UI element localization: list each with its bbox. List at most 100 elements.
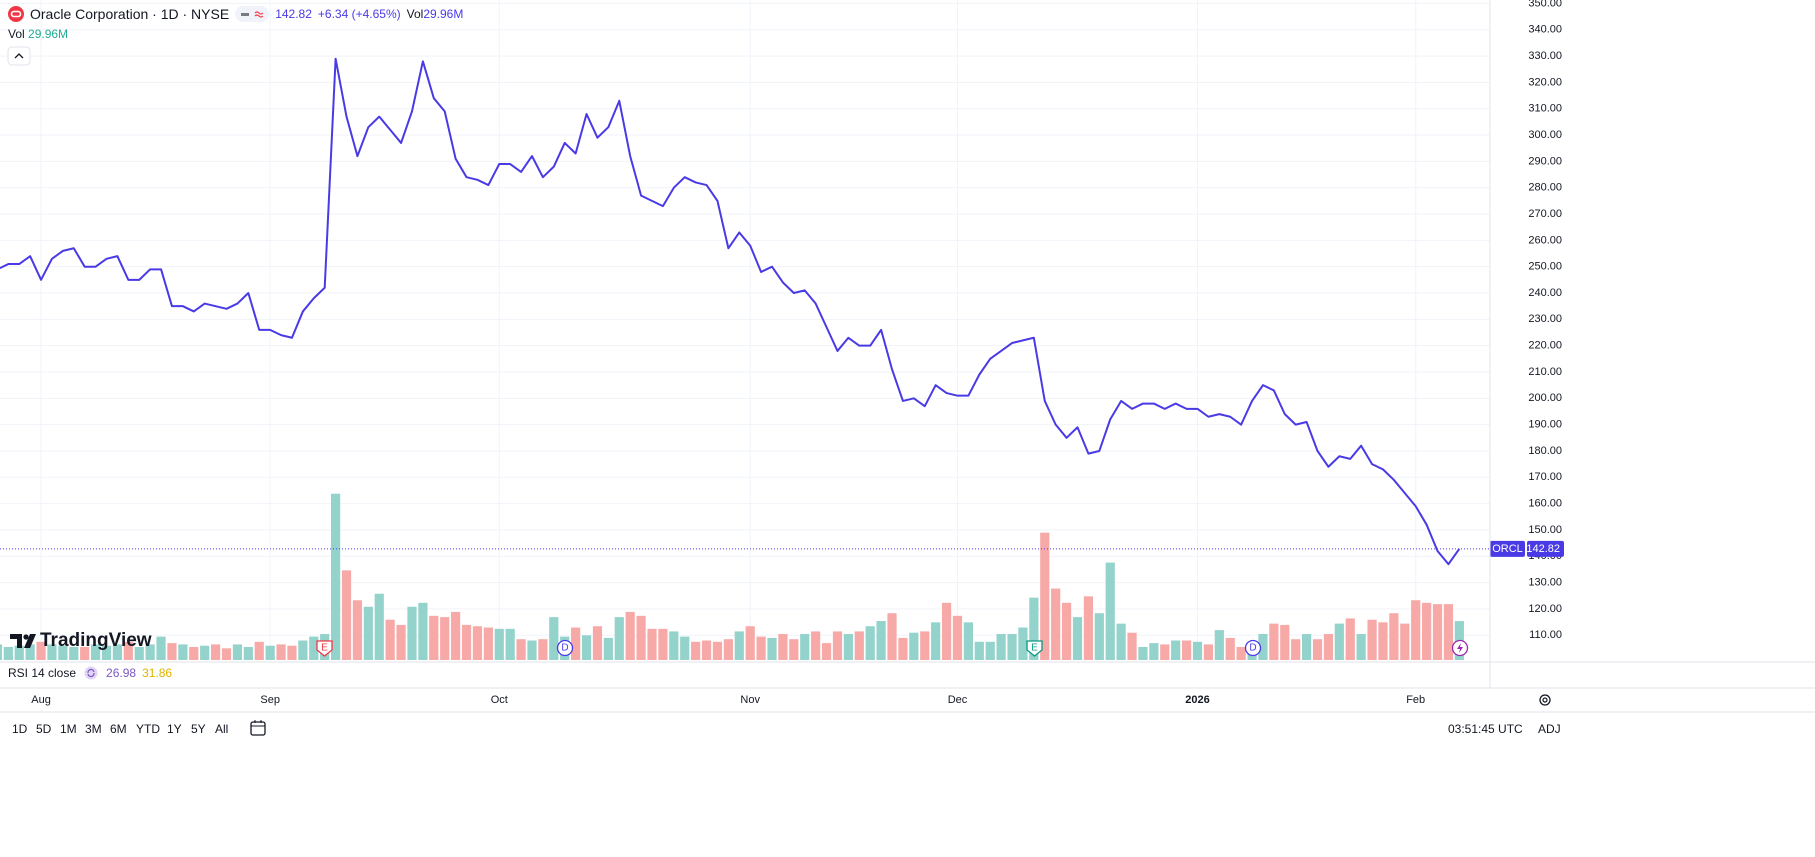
range-button[interactable]: 5Y: [191, 722, 206, 736]
volume-bar: [451, 611, 461, 660]
volume-bar: [0, 644, 2, 660]
y-tick-label: 110.00: [1529, 629, 1562, 641]
range-button[interactable]: 1M: [60, 722, 77, 736]
event-marker[interactable]: E: [1026, 640, 1043, 657]
volume-bar: [352, 600, 363, 660]
volume-bar: [963, 622, 973, 660]
volume-bar: [821, 643, 832, 660]
y-tick-label: 170.00: [1528, 471, 1562, 483]
volume-bar: [156, 636, 166, 660]
volume-bar: [931, 622, 941, 660]
volume-bar: [1072, 617, 1083, 660]
volume-bar: [1400, 623, 1410, 660]
range-button[interactable]: YTD: [136, 722, 160, 736]
volume-bar: [1367, 619, 1377, 660]
rsi-legend: RSI 14 close 26.98 31.86: [8, 666, 172, 680]
symbol-title: Oracle Corporation · 1D · NYSE: [30, 6, 230, 22]
rsi-value: 26.98: [106, 666, 137, 680]
symbol-label-bg: [1490, 540, 1525, 557]
volume-bar: [1040, 532, 1050, 660]
volume-bar: [90, 644, 101, 660]
volume-bar: [516, 639, 526, 660]
volume-bar: [1269, 623, 1279, 660]
y-tick-label: 250.00: [1528, 261, 1562, 273]
clock: 03:51:45 UTC: [1448, 722, 1523, 736]
volume-bar: [1029, 597, 1039, 660]
volume-bar: [1312, 639, 1323, 660]
volume-bar: [756, 636, 766, 660]
volume-bar: [80, 647, 90, 660]
y-tick-label: 280.00: [1528, 182, 1562, 194]
collapse-button[interactable]: [7, 46, 31, 66]
range-button[interactable]: All: [215, 722, 229, 736]
event-label: D: [1249, 643, 1256, 654]
volume-bar: [385, 619, 395, 660]
x-tick-label: Dec: [948, 694, 968, 706]
volume-bar: [287, 645, 297, 660]
volume-value: 29.96M: [423, 7, 464, 21]
volume-bar: [211, 644, 221, 660]
volume-bar: [134, 647, 144, 660]
range-button[interactable]: 1Y: [167, 722, 182, 736]
volume-bar: [47, 644, 57, 660]
y-tick-label: 230.00: [1528, 313, 1562, 325]
y-tick-label: 310.00: [1528, 103, 1562, 115]
volume-bar: [265, 645, 275, 660]
price-line: [0, 57, 1461, 566]
volume-bar: [898, 637, 908, 660]
volume-bar: [1334, 623, 1344, 660]
price-label: 142.82: [1526, 543, 1560, 555]
settings-icon[interactable]: [1539, 694, 1551, 706]
range-button[interactable]: 6M: [110, 722, 127, 736]
x-tick-label: Aug: [31, 694, 51, 706]
volume-bar: [974, 641, 984, 660]
volume-bar: [1171, 640, 1181, 660]
volume-bar: [701, 640, 712, 660]
volume-bar: [374, 593, 384, 660]
volume-bar: [571, 627, 581, 660]
volume-bar: [614, 617, 624, 660]
volume-bar: [418, 602, 428, 660]
volume-bar: [592, 626, 603, 660]
volume-bar: [920, 631, 930, 660]
y-tick-label: 350.00: [1528, 0, 1562, 9]
volume-bar: [680, 636, 690, 660]
event-marker[interactable]: [1451, 639, 1469, 657]
range-button[interactable]: 5D: [36, 722, 52, 736]
rsi-icon[interactable]: [84, 666, 98, 680]
volume-bar: [538, 639, 548, 660]
volume-bar: [658, 628, 668, 660]
range-button[interactable]: 3M: [85, 722, 102, 736]
volume-bar: [843, 634, 853, 660]
range-button[interactable]: 1D: [12, 722, 28, 736]
volume-bar: [767, 637, 777, 660]
volume-bar: [25, 644, 35, 660]
volume-bar: [396, 624, 406, 660]
event-marker[interactable]: E: [316, 640, 333, 657]
volume-bar: [1051, 588, 1061, 660]
volume-bar: [1345, 618, 1355, 660]
x-tick-label: Oct: [491, 694, 508, 706]
tradingview-logo: TradingView: [10, 630, 152, 651]
adjust-button[interactable]: ADJ: [1538, 722, 1561, 736]
last-price: 142.82: [275, 7, 312, 21]
rsi-value: 31.86: [142, 666, 173, 680]
volume-bar: [1236, 647, 1246, 660]
volume-bar: [1443, 604, 1454, 660]
volume-bar: [1138, 647, 1148, 660]
volume-bar: [178, 644, 188, 660]
price-axis: 110.00120.00130.00140.00150.00160.00170.…: [31, 0, 1564, 706]
volume-bar: [996, 634, 1006, 660]
y-tick-label: 210.00: [1528, 366, 1562, 378]
event-marker[interactable]: D: [1244, 639, 1262, 657]
volume-bar: [472, 626, 483, 660]
y-tick-label: 270.00: [1528, 208, 1562, 220]
date-range-icon[interactable]: [250, 720, 266, 736]
volume-bar: [527, 640, 537, 660]
volume-bar: [1389, 613, 1399, 660]
volume-bar: [363, 606, 373, 660]
header: Oracle Corporation · 1D · NYSE 142.82 +6…: [8, 5, 463, 23]
volume-bar: [1432, 604, 1443, 660]
x-tick-label: Nov: [740, 694, 760, 706]
event-marker[interactable]: D: [556, 639, 574, 657]
